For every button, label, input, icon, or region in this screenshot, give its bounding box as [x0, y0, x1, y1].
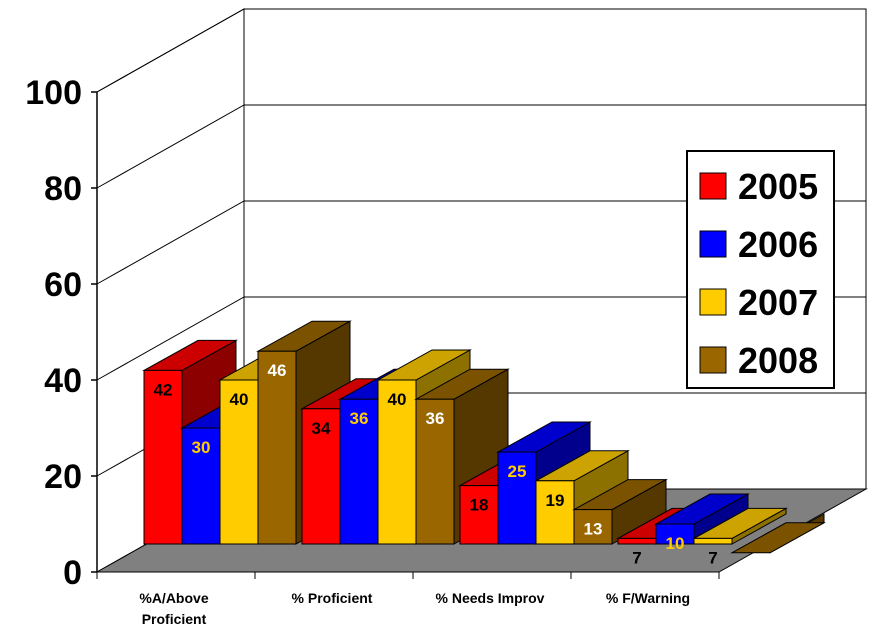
- axes: [91, 91, 720, 579]
- data-label: 7: [632, 548, 641, 567]
- bar-front: [655, 523, 695, 545]
- legend-label: 2005: [738, 166, 818, 207]
- bars: 42 30 40 46 34 36 40 36 18 25 19 13 7 10 7 4: [142, 320, 826, 582]
- y-tick-label: 60: [44, 266, 82, 304]
- legend-swatch: [699, 230, 727, 258]
- data-label: 46: [268, 361, 287, 380]
- legend-label: 2008: [738, 340, 818, 381]
- data-label: 30: [192, 438, 211, 457]
- bar-front: [617, 537, 657, 545]
- data-label: 36: [350, 409, 369, 428]
- bar-front: [415, 398, 455, 545]
- gridline: [96, 200, 866, 285]
- bar-front: [693, 537, 733, 545]
- gridline: [96, 296, 866, 381]
- data-label: 19: [546, 491, 565, 510]
- x-tick-label: % F/Warning: [606, 590, 690, 606]
- legend-swatch: [699, 172, 727, 200]
- y-tick-label: 100: [25, 74, 82, 112]
- data-label: 42: [154, 380, 173, 399]
- gridline: [96, 104, 866, 189]
- x-tick-labels: %A/Above Proficient % Proficient % Needs Im…: [139, 590, 690, 627]
- data-label: 40: [230, 390, 249, 409]
- x-tick-label: %A/Above Proficient: [139, 590, 208, 627]
- data-label: 40: [388, 390, 407, 409]
- y-tick-label: 80: [44, 170, 82, 208]
- y-tick-labels: 0 20 40 60 80 100: [25, 74, 82, 592]
- bar-2008-4: 4: [730, 513, 826, 582]
- bar-front: [459, 485, 499, 545]
- bar-front: [257, 350, 297, 545]
- y-tick-label: 20: [44, 458, 82, 496]
- data-label: 10: [666, 534, 685, 553]
- data-label: 13: [584, 520, 603, 539]
- x-tick-label: % Needs Improv: [436, 590, 545, 606]
- bar-front: [573, 509, 613, 545]
- data-label: 36: [426, 409, 445, 428]
- y-tick-label: 40: [44, 362, 82, 400]
- y-tick-label: 0: [63, 554, 82, 592]
- bar-2007-4: 7: [692, 507, 788, 567]
- data-label: 18: [470, 496, 489, 515]
- data-label: 4: [746, 563, 756, 582]
- data-label: 7: [708, 548, 717, 567]
- bar-front: [377, 379, 417, 545]
- bar-front: [497, 451, 537, 545]
- bar-2008-3: 13: [572, 478, 668, 545]
- gridline: [96, 8, 866, 93]
- bar-front: [219, 379, 259, 545]
- x-tick-label: % Proficient: [292, 590, 373, 606]
- legend-swatch: [699, 346, 727, 374]
- legend-label: 2006: [738, 224, 818, 265]
- bar-front: [143, 369, 183, 545]
- bar-front: [535, 480, 575, 545]
- data-label: 34: [312, 419, 331, 438]
- data-label: 25: [508, 462, 527, 481]
- legend-label: 2007: [738, 282, 818, 323]
- legend-swatch: [699, 288, 727, 316]
- legend: 2005 2006 2007 2008: [686, 150, 835, 389]
- bar-top: [730, 522, 826, 554]
